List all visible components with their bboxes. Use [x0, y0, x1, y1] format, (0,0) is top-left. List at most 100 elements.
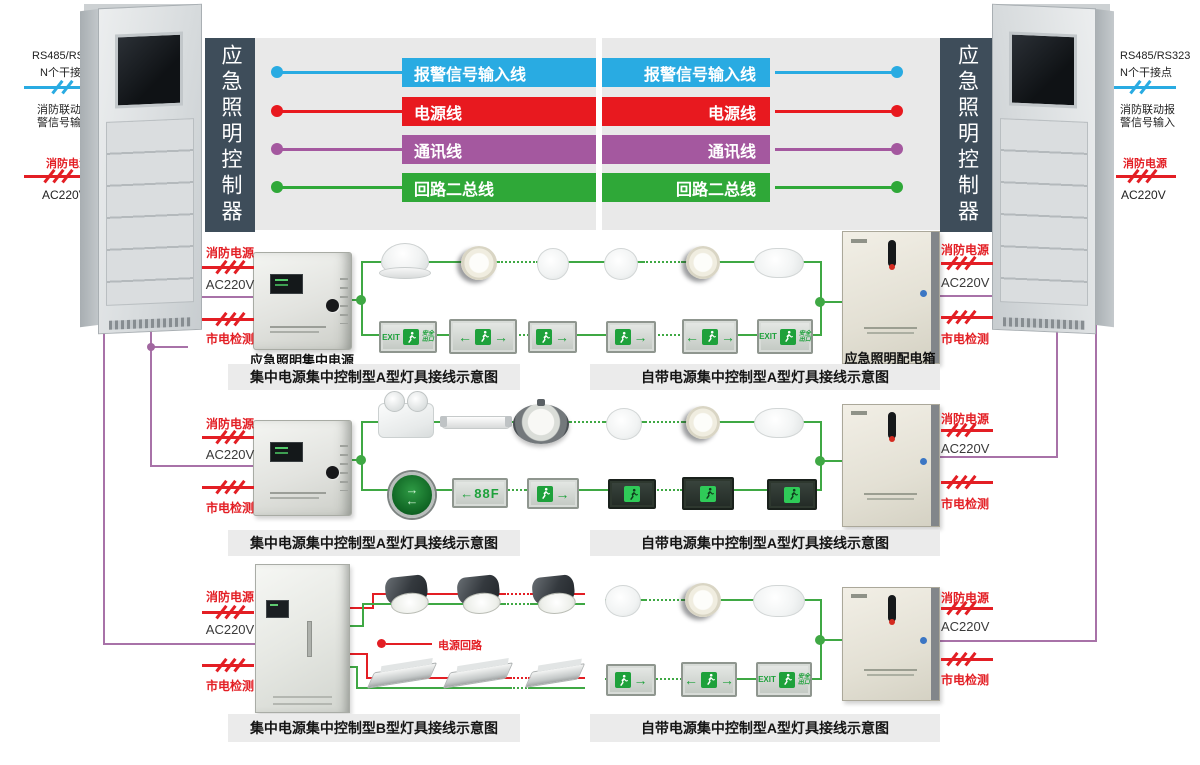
wire-continuation-dots [654, 334, 684, 340]
cabinet-vent [109, 316, 191, 330]
recessed-downlight-icon [686, 406, 720, 439]
nameplate-text [269, 492, 326, 500]
exit-sign-recessed [682, 477, 734, 510]
vents [340, 277, 349, 325]
legend-dot [891, 66, 903, 78]
rs485-label: RS485/RS323 [1120, 50, 1191, 62]
power-loop-wire [366, 653, 368, 679]
fire-power-wire [202, 259, 254, 275]
legend-label: 电源线 [414, 105, 463, 123]
legend-dot [271, 66, 283, 78]
arrow-right-icon: → [633, 672, 648, 688]
power-loop-legend-line [386, 643, 432, 645]
legend-bar-power-right: 电源线 [602, 97, 770, 126]
exit-sign-recessed [767, 479, 817, 510]
safe-exit-line: 安全 [797, 673, 810, 680]
ac220v-label: AC220V [205, 622, 255, 637]
batten-light-icon [366, 662, 438, 689]
exit-sign: → [606, 664, 656, 696]
cabinet-screen [1009, 31, 1077, 109]
recessed-downlight-icon [461, 246, 497, 280]
brand-logo [850, 593, 867, 598]
handle [307, 620, 313, 657]
wire-continuation-dots [512, 334, 532, 340]
break-mark [61, 79, 74, 95]
tube-light-icon [440, 416, 512, 429]
exit-sign: → [527, 478, 579, 509]
caption-row2-right: 自带电源集中控制型A型灯具接线示意图 [590, 530, 940, 556]
cabinet-panels [106, 118, 194, 306]
fire-power-label: 消防电源 [941, 591, 990, 605]
legend-label: 报警信号输入线 [414, 66, 527, 84]
exit-text: EXIT [382, 332, 400, 342]
legend-bar-loop-right: 回路二总线 [602, 173, 770, 202]
loop-wire [356, 687, 585, 689]
b-type-power-cabinet [255, 564, 350, 713]
nameplate-text [269, 325, 326, 333]
nameplate-text [864, 668, 917, 676]
legend-bar-loop-left: 回路二总线 [402, 173, 596, 202]
loop-junction-dot [815, 635, 825, 645]
screw [919, 289, 927, 297]
running-man-icon [402, 329, 419, 345]
exit-sign: EXIT 安全 出口 [757, 319, 813, 354]
oval-bulkhead-light-icon [754, 248, 804, 278]
floor-text: ←88F [460, 485, 500, 501]
exit-text: EXIT [758, 675, 776, 684]
alarm-input-wire [24, 79, 86, 95]
running-man-icon [702, 328, 718, 345]
caption-row3-left: 集中电源集中控制型B型灯具接线示意图 [228, 714, 520, 742]
indicator [888, 412, 897, 443]
fire-power-wire [202, 429, 254, 445]
cabinet-screen [115, 31, 183, 109]
loop-wire [348, 625, 364, 627]
legend-label: 报警信号输入线 [643, 66, 756, 84]
comm-wire-row1-left [178, 296, 253, 298]
arrow-right-icon: → [555, 485, 570, 502]
emergency-controller-cabinet-right [990, 3, 1116, 335]
running-man-icon [475, 328, 491, 345]
oval-bulkhead-light-icon [753, 585, 805, 617]
legend-label: 回路二总线 [414, 181, 495, 199]
running-man-icon [779, 328, 796, 345]
caption-row1-left: 集中电源集中控制型A型灯具接线示意图 [228, 364, 520, 390]
comm-trunk-right-2 [1095, 300, 1097, 642]
fire-power-wire [1116, 168, 1176, 184]
exit-sign: → [528, 321, 577, 353]
mains-wire [202, 311, 254, 327]
fire-power-wire [941, 600, 993, 616]
fire-power-label: 消防电源 [205, 246, 254, 260]
safe-exit-line: 出口 [421, 337, 434, 343]
comm-wire-row2-left [151, 465, 253, 467]
running-man-icon [700, 485, 716, 502]
exit-sign: ← → [681, 662, 737, 697]
legend-line [279, 71, 402, 74]
cylinder-downlight-icon [456, 574, 504, 618]
wire-continuation-dots [652, 678, 682, 684]
floor-number-sign: ←88F [452, 478, 508, 508]
alarm-input-wire [1114, 79, 1176, 95]
distribution-box [842, 404, 940, 527]
loop-junction-dot [815, 456, 825, 466]
power-loop-legend-dot [377, 639, 386, 648]
cabinet-front [992, 3, 1096, 335]
comm-trunk-right-1 [1056, 300, 1058, 458]
safe-exit-text: 安全 出口 [799, 331, 811, 343]
exit-sign: EXIT 安全 出口 [756, 662, 812, 697]
safe-exit-line: 出口 [797, 679, 810, 686]
legend-dot [271, 181, 283, 193]
loop-wire [361, 261, 822, 263]
mains-check-label: 市电检测 [941, 673, 990, 687]
arrow-left-icon: ← [458, 328, 472, 345]
power-loop-label: 电源回路 [438, 640, 482, 652]
legend-line [279, 110, 402, 113]
mains-check-label: 市电检测 [941, 497, 990, 511]
fire-power-label: 消防电源 [205, 417, 254, 431]
fire-power-label: 消防电源 [1123, 158, 1167, 170]
legend-line [775, 186, 895, 189]
knob [326, 466, 340, 480]
loop-wire [361, 489, 822, 491]
safe-exit-text: 安全 出口 [422, 331, 434, 343]
arrow-right-icon: → [555, 329, 569, 345]
wire-continuation-dots [645, 421, 683, 427]
